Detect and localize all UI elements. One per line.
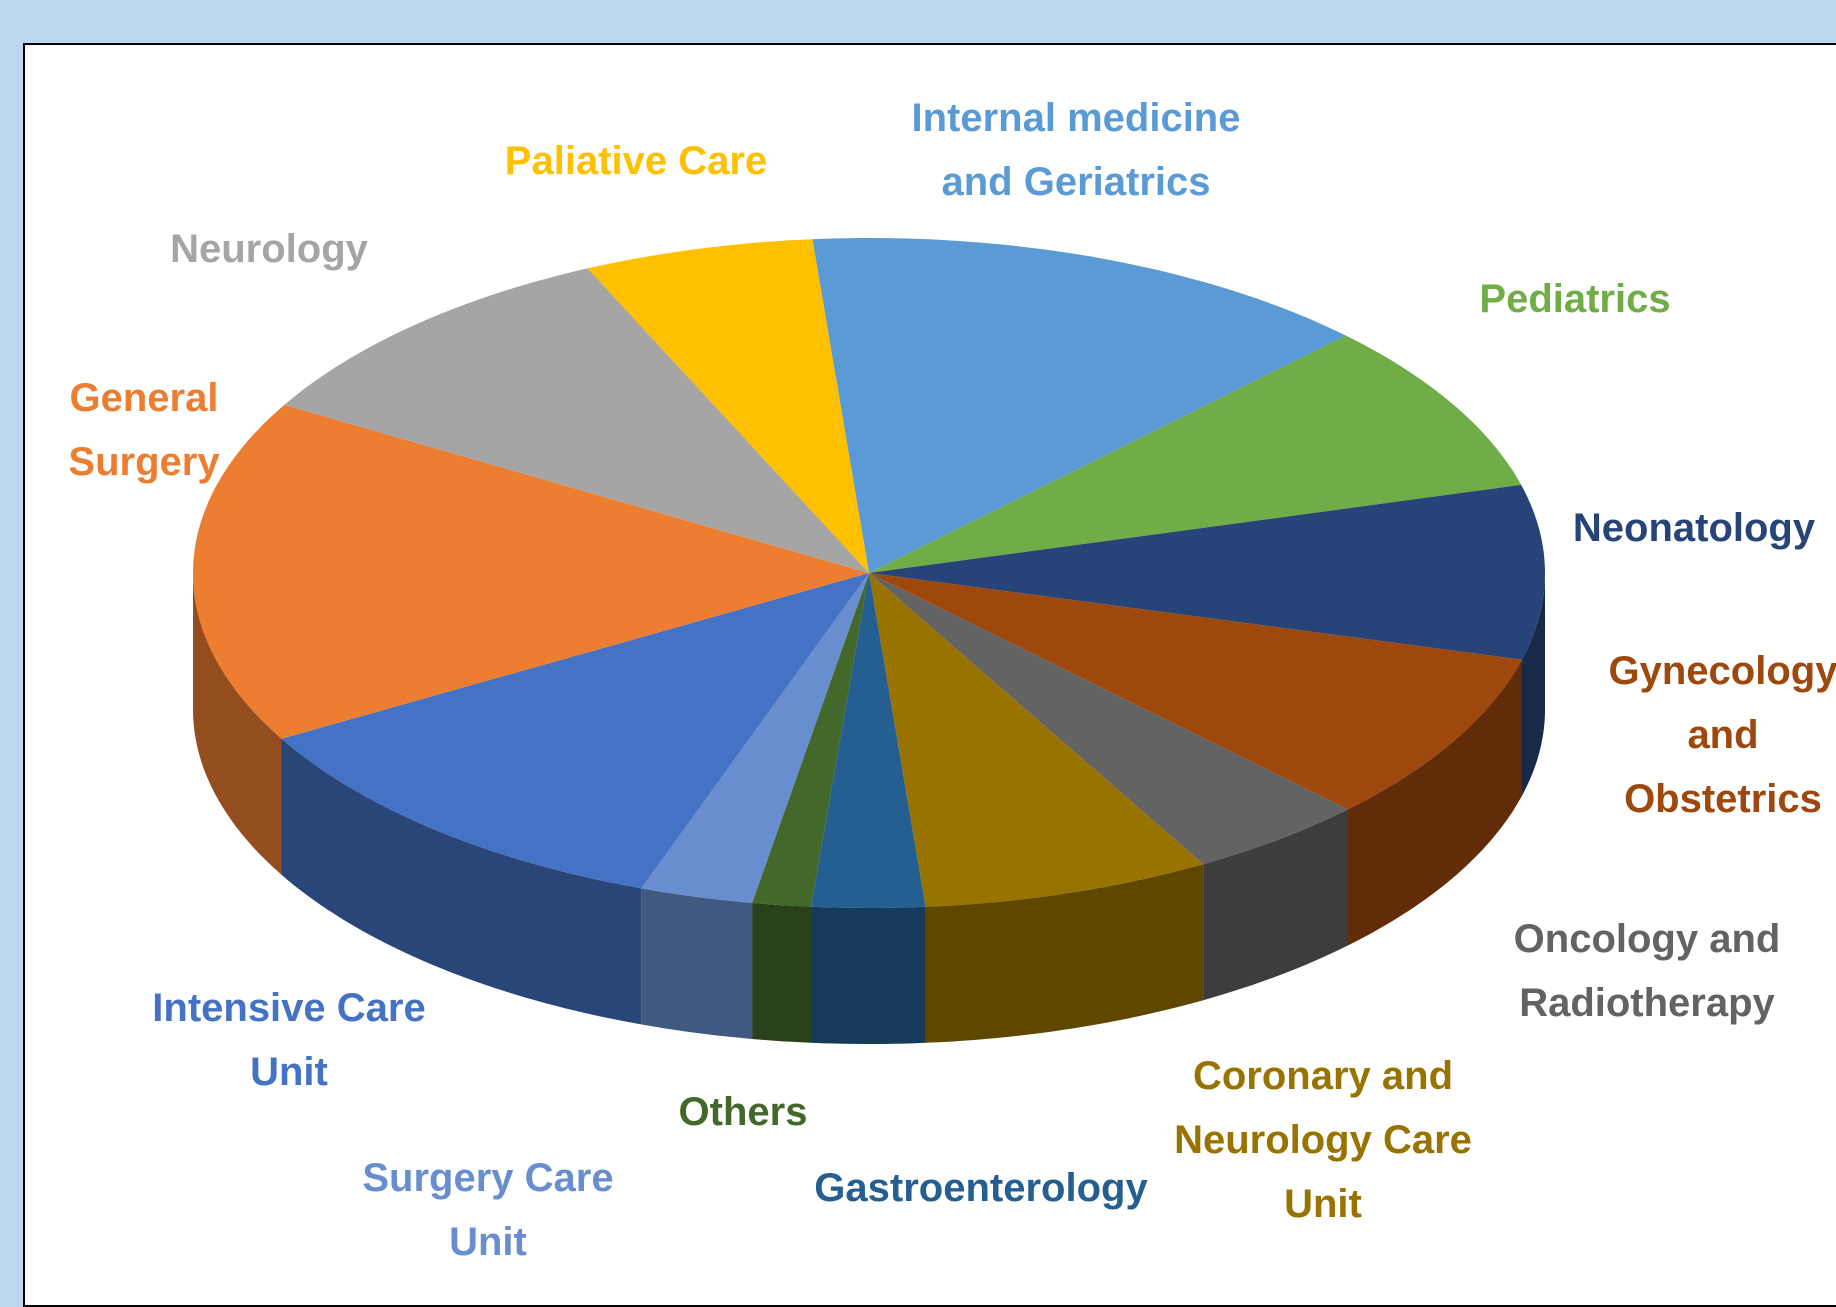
slice-label: Paliative Care — [504, 139, 768, 183]
slice — [641, 573, 869, 903]
slice-side-shade — [193, 573, 282, 875]
slice-side — [641, 888, 753, 1039]
slice-label: Intensive Care Unit — [152, 986, 426, 1094]
slice — [752, 573, 869, 907]
slice-side-shade — [1348, 659, 1522, 946]
slice-label: Oncology and Radiotherapy — [1513, 917, 1781, 1025]
slice-label: Internal medicine and Geriatrics — [911, 96, 1241, 204]
slice — [869, 573, 1348, 865]
chart — [193, 238, 1545, 1044]
slice-side — [811, 906, 926, 1044]
slice-label: General Surgery — [68, 376, 220, 484]
slice-side-shade — [281, 738, 642, 1025]
slice-side-shade — [641, 888, 753, 1039]
slice — [869, 573, 1204, 907]
slice-side-shade — [1522, 573, 1545, 796]
slice-side — [281, 738, 642, 1025]
slice-side-shade — [1203, 809, 1348, 1001]
slice-label: Surgery Care Unit — [362, 1156, 614, 1264]
slice-side-shade — [811, 906, 926, 1044]
slice-label: Others — [678, 1090, 808, 1134]
slice — [587, 239, 869, 573]
slice-side-shade — [925, 864, 1204, 1043]
slice — [869, 484, 1545, 660]
slice-label: Coronary and Neurology Care Unit — [1174, 1054, 1472, 1226]
slice-side-shade — [752, 903, 811, 1043]
slice-side — [925, 864, 1204, 1043]
slice — [281, 573, 869, 889]
slice — [812, 238, 1346, 573]
slice-label: Pediatrics — [1479, 277, 1671, 321]
slice — [869, 573, 1522, 810]
chart-panel: Internal medicine and Geriatrics Pediatri… — [23, 43, 1836, 1307]
slice — [193, 404, 869, 739]
slice — [284, 268, 869, 573]
slice-label: Neurology — [170, 227, 368, 271]
slice-side — [193, 573, 282, 875]
slice-side — [1522, 573, 1545, 796]
slice-label: Neonatology — [1572, 506, 1816, 550]
slice-label: Gynecology and Obstetrics — [1608, 649, 1836, 821]
slice-side — [1348, 659, 1522, 946]
slice-label: Gastroenterology — [814, 1166, 1148, 1210]
slice — [811, 573, 926, 908]
slice — [869, 335, 1522, 573]
slice-side — [752, 903, 811, 1043]
slice-side — [1203, 809, 1348, 1001]
